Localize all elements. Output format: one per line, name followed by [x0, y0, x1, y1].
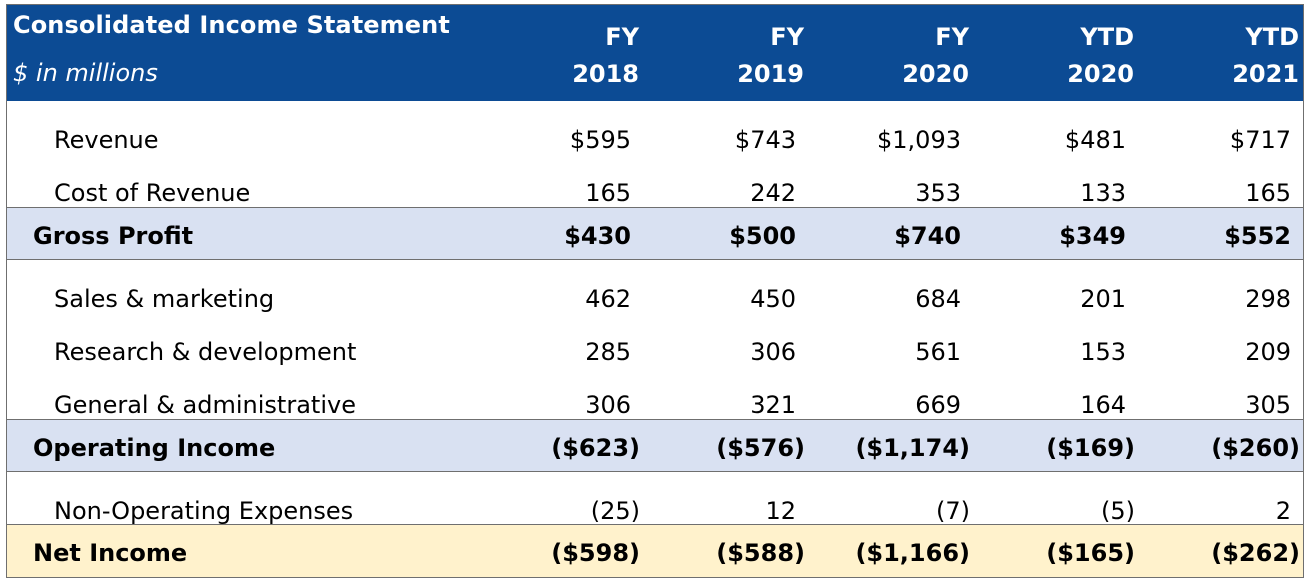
value-fy2020: 669	[915, 391, 961, 419]
col-header-ytd2021-type: YTD	[1245, 23, 1299, 51]
row-label: Gross Profit	[33, 222, 194, 250]
value-ytd2021: 2	[1275, 497, 1291, 525]
table-header: Consolidated Income Statement $ in milli…	[7, 5, 1303, 101]
row-label: Operating Income	[33, 434, 276, 462]
row-revenue: Revenue $595 $743 $1,093 $481 $717	[7, 112, 1303, 165]
value-ytd2021: ($260)	[1211, 434, 1300, 462]
value-fy2019: 242	[750, 179, 796, 207]
value-fy2018: 462	[585, 285, 631, 313]
value-fy2018: 285	[585, 338, 631, 366]
value-ytd2020: 133	[1080, 179, 1126, 207]
row-gross-profit: Gross Profit $430 $500 $740 $349 $552	[7, 207, 1303, 260]
value-fy2018: ($623)	[551, 434, 640, 462]
col-header-fy2019-year: 2019	[737, 60, 804, 88]
value-ytd2021: 298	[1245, 285, 1291, 313]
value-ytd2021: 209	[1245, 338, 1291, 366]
value-fy2019: 12	[765, 497, 796, 525]
value-fy2018: (25)	[590, 497, 640, 525]
value-fy2020: ($1,174)	[855, 434, 970, 462]
row-label: Research & development	[54, 338, 357, 366]
row-cost-of-revenue: Cost of Revenue 165 242 353 133 165	[7, 165, 1303, 218]
value-fy2020: $1,093	[877, 126, 961, 154]
value-fy2019: ($576)	[716, 434, 805, 462]
col-header-fy2020-year: 2020	[902, 60, 969, 88]
value-fy2020: (7)	[936, 497, 970, 525]
value-ytd2020: $349	[1059, 222, 1126, 250]
value-fy2019: 306	[750, 338, 796, 366]
units-label: $ in millions	[13, 59, 158, 87]
value-fy2019: $500	[729, 222, 796, 250]
col-header-ytd2021-year: 2021	[1232, 60, 1299, 88]
value-fy2020: 561	[915, 338, 961, 366]
row-general-administrative: General & administrative 306 321 669 164…	[7, 377, 1303, 430]
row-label: Sales & marketing	[54, 285, 275, 313]
value-ytd2020: ($165)	[1046, 539, 1135, 567]
col-header-fy2018-type: FY	[605, 23, 639, 51]
value-fy2018: 306	[585, 391, 631, 419]
value-ytd2020: 153	[1080, 338, 1126, 366]
row-sales-marketing: Sales & marketing 462 450 684 201 298	[7, 271, 1303, 324]
value-fy2018: 165	[585, 179, 631, 207]
row-label: General & administrative	[54, 391, 356, 419]
row-net-income: Net Income ($598) ($588) ($1,166) ($165)…	[7, 524, 1303, 577]
value-ytd2020: ($169)	[1046, 434, 1135, 462]
value-fy2018: $595	[569, 126, 631, 154]
value-fy2019: ($588)	[716, 539, 805, 567]
row-non-operating-expenses: Non-Operating Expenses (25) 12 (7) (5) 2	[7, 483, 1303, 536]
value-fy2020: 684	[915, 285, 961, 313]
value-ytd2021: 165	[1245, 179, 1291, 207]
value-fy2020: $740	[894, 222, 961, 250]
row-operating-income: Operating Income ($623) ($576) ($1,174) …	[7, 419, 1303, 472]
col-header-ytd2020-type: YTD	[1080, 23, 1134, 51]
value-ytd2020: $481	[1064, 126, 1126, 154]
row-label: Net Income	[33, 539, 188, 567]
row-label: Cost of Revenue	[54, 179, 251, 207]
col-header-ytd2020-year: 2020	[1067, 60, 1134, 88]
value-fy2018: $430	[564, 222, 631, 250]
value-ytd2020: (5)	[1101, 497, 1135, 525]
row-label: Revenue	[54, 126, 159, 154]
value-fy2020: 353	[915, 179, 961, 207]
value-fy2020: ($1,166)	[855, 539, 970, 567]
col-header-fy2018-year: 2018	[572, 60, 639, 88]
value-ytd2021: 305	[1245, 391, 1291, 419]
value-fy2019: 321	[750, 391, 796, 419]
value-ytd2020: 164	[1080, 391, 1126, 419]
row-label: Non-Operating Expenses	[54, 497, 354, 525]
col-header-fy2019-type: FY	[770, 23, 804, 51]
value-fy2019: 450	[750, 285, 796, 313]
value-ytd2021: $717	[1229, 126, 1291, 154]
col-header-fy2020-type: FY	[935, 23, 969, 51]
income-statement-table: Consolidated Income Statement $ in milli…	[6, 4, 1304, 578]
table-title: Consolidated Income Statement	[13, 11, 450, 39]
value-ytd2021: $552	[1224, 222, 1291, 250]
value-ytd2021: ($262)	[1211, 539, 1300, 567]
value-fy2019: $743	[734, 126, 796, 154]
value-ytd2020: 201	[1080, 285, 1126, 313]
row-research-development: Research & development 285 306 561 153 2…	[7, 324, 1303, 377]
value-fy2018: ($598)	[551, 539, 640, 567]
